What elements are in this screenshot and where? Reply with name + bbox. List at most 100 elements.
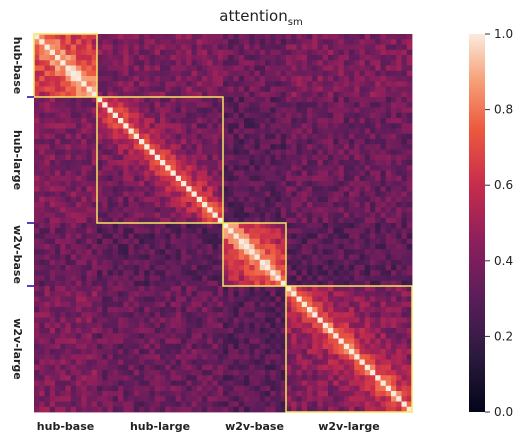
heatmap-cell xyxy=(228,128,234,135)
heatmap-cell xyxy=(349,291,355,297)
heatmap-cell xyxy=(370,81,376,87)
heatmap-cell xyxy=(49,391,56,397)
heatmap-cell xyxy=(354,322,360,329)
heatmap-cell xyxy=(160,370,166,376)
heatmap-cell xyxy=(76,175,82,182)
heatmap-cell xyxy=(133,91,140,98)
heatmap-cell xyxy=(349,259,355,266)
heatmap-cell xyxy=(149,396,156,402)
heatmap-cell xyxy=(370,70,376,77)
heatmap-cell xyxy=(401,118,408,124)
heatmap-cell xyxy=(34,333,40,339)
heatmap-cell xyxy=(170,233,177,240)
heatmap-cell xyxy=(55,354,61,360)
heatmap-cell xyxy=(370,107,376,114)
heatmap-cell xyxy=(60,370,66,376)
heatmap-cell xyxy=(307,328,313,334)
heatmap-cell xyxy=(102,343,108,350)
heatmap-cell xyxy=(317,249,324,255)
heatmap-cell xyxy=(112,370,119,376)
heatmap-cell xyxy=(396,196,402,203)
heatmap-cell xyxy=(286,97,292,103)
heatmap-cell xyxy=(207,81,213,87)
heatmap-cell xyxy=(233,338,240,345)
heatmap-cell xyxy=(349,34,355,40)
heatmap-cell xyxy=(307,70,313,77)
heatmap-cell xyxy=(233,175,240,182)
heatmap-cell xyxy=(196,280,203,287)
heatmap-cell xyxy=(81,391,87,397)
heatmap-cell xyxy=(244,275,250,282)
heatmap-cell xyxy=(322,181,329,187)
heatmap-cell xyxy=(375,123,381,129)
heatmap-cell xyxy=(154,233,161,240)
heatmap-cell xyxy=(312,81,318,87)
heatmap-cell xyxy=(370,128,376,135)
heatmap-cell xyxy=(133,391,140,397)
heatmap-cell xyxy=(133,144,140,150)
heatmap-cell xyxy=(181,312,187,318)
heatmap-cell xyxy=(312,149,318,156)
heatmap-cell xyxy=(70,86,77,93)
heatmap-cell xyxy=(275,86,282,93)
heatmap-cell xyxy=(39,238,45,245)
heatmap-cell xyxy=(207,322,213,329)
heatmap-cell xyxy=(244,81,250,87)
heatmap-cell xyxy=(301,207,308,213)
heatmap-cell xyxy=(70,70,77,77)
heatmap-cell xyxy=(65,165,72,171)
heatmap-cell xyxy=(123,107,129,114)
heatmap-cell xyxy=(364,307,371,313)
heatmap-cell xyxy=(254,270,261,276)
heatmap-cell xyxy=(65,354,72,360)
heatmap-cell xyxy=(60,91,66,98)
heatmap-cell xyxy=(244,238,250,245)
heatmap-cell xyxy=(70,81,77,87)
heatmap-cell xyxy=(223,76,229,82)
heatmap-cell xyxy=(118,385,124,392)
heatmap-cell xyxy=(322,364,329,371)
heatmap-cell xyxy=(34,322,40,329)
heatmap-cell xyxy=(123,380,129,387)
heatmap-cell xyxy=(49,44,56,51)
heatmap-cell xyxy=(39,107,45,114)
heatmap-cell xyxy=(207,139,213,145)
heatmap-cell xyxy=(91,270,98,276)
heatmap-cell xyxy=(254,275,261,282)
heatmap-cell xyxy=(196,364,203,371)
heatmap-cell xyxy=(217,317,224,324)
heatmap-cell xyxy=(286,375,292,381)
heatmap-cell xyxy=(307,181,313,187)
heatmap-cell xyxy=(328,70,334,77)
heatmap-cell xyxy=(233,217,240,224)
heatmap-cell xyxy=(349,254,355,261)
heatmap-cell xyxy=(196,254,203,261)
heatmap-cell xyxy=(349,44,355,51)
heatmap-cell xyxy=(144,65,150,72)
heatmap-cell xyxy=(154,275,161,282)
heatmap-cell xyxy=(91,128,98,135)
heatmap-cell xyxy=(254,154,261,161)
heatmap-cell xyxy=(396,118,402,124)
heatmap-cell xyxy=(307,154,313,161)
heatmap-cell xyxy=(49,396,56,402)
heatmap-cell xyxy=(191,359,198,366)
heatmap-cell xyxy=(343,133,350,140)
heatmap-cell xyxy=(375,359,381,366)
heatmap-cell xyxy=(259,128,266,135)
heatmap-cell xyxy=(223,181,229,187)
heatmap-cell xyxy=(212,275,219,282)
heatmap-cell xyxy=(139,233,145,240)
heatmap-cell xyxy=(76,223,82,229)
heatmap-cell xyxy=(228,233,234,240)
heatmap-cell xyxy=(301,364,308,371)
heatmap-cell xyxy=(223,380,229,387)
heatmap-cell xyxy=(70,160,77,166)
heatmap-cell xyxy=(149,238,156,245)
heatmap-cell xyxy=(34,286,40,292)
heatmap-cell xyxy=(317,259,324,266)
heatmap-cell xyxy=(406,375,413,381)
heatmap-cell xyxy=(275,359,282,366)
heatmap-cell xyxy=(44,254,51,261)
heatmap-cell xyxy=(112,55,119,61)
